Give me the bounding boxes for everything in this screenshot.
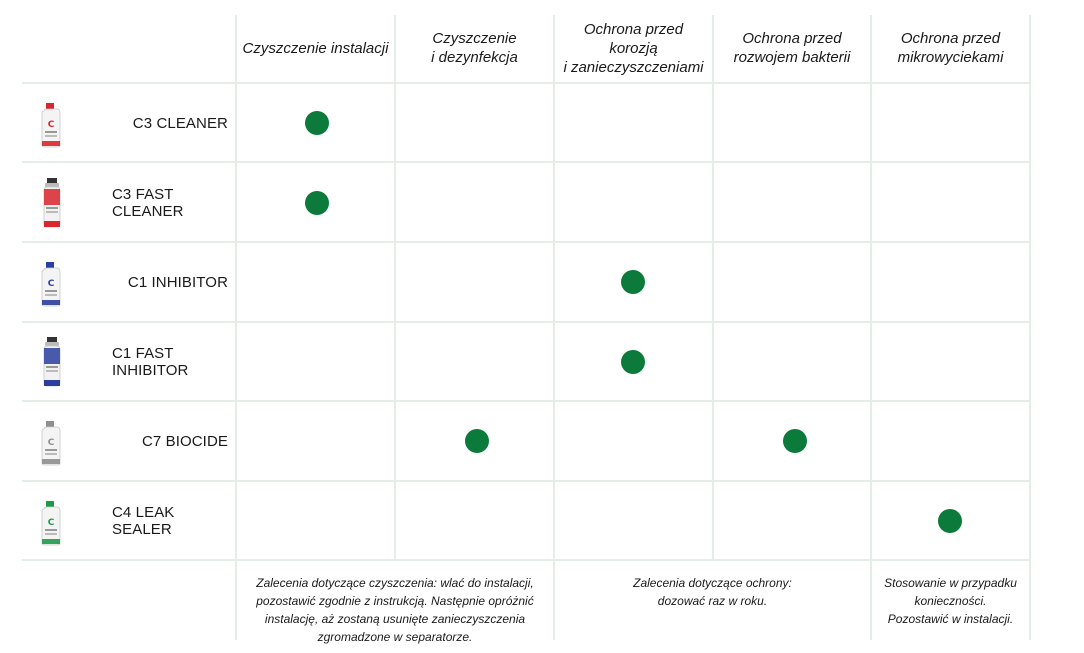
product-name: C7 BIOCIDE (141, 433, 228, 450)
row-divider (22, 400, 1030, 402)
row-divider (22, 559, 1030, 561)
recommended-marker (783, 429, 807, 453)
product-name: C3 FAST CLEANER (112, 186, 184, 220)
row-divider (22, 161, 1030, 163)
column-divider (712, 15, 714, 559)
column-header-corrosion-protection: Ochrona przed korozją i zanieczyszczenia… (563, 20, 704, 76)
table-row: C C7 BIOCIDE (22, 402, 1030, 481)
recommended-marker (621, 270, 645, 294)
table-row: C C4 LEAK SEALER (22, 482, 1030, 561)
svg-text:C: C (48, 518, 55, 528)
column-divider (553, 15, 555, 640)
column-divider (235, 15, 237, 640)
column-header-microleak-protection: Ochrona przed mikrowyciekami (897, 30, 1004, 66)
recommended-marker (621, 349, 645, 374)
svg-text:C: C (48, 438, 55, 448)
product-name: C3 CLEANER (132, 115, 228, 132)
column-header-cleaning: Czyszczenie instalacji (242, 39, 389, 57)
row-divider (22, 321, 1030, 323)
table-row: C1 FAST INHIBITOR (22, 323, 1030, 402)
red-bottle-icon: C (38, 97, 66, 149)
blue-aerosol-icon (38, 336, 66, 388)
column-divider (870, 15, 872, 640)
column-header-bacteria-protection: Ochrona przed rozwojem bakterii (733, 30, 851, 66)
green-bottle-icon: C (38, 495, 66, 547)
recommended-marker (938, 508, 962, 533)
table-row: C C1 INHIBITOR (22, 243, 1030, 322)
table-row: C C3 CLEANER (22, 84, 1030, 163)
note-protection: Zalecenia dotyczące ochrony: dozować raz… (633, 576, 792, 608)
recommended-marker (305, 190, 329, 215)
row-divider (22, 241, 1030, 243)
product-name: C4 LEAK SEALER (112, 504, 175, 538)
note-cleaning: Zalecenia dotyczące czyszczenia: wlać do… (256, 576, 534, 644)
svg-text:C: C (48, 279, 55, 289)
column-header-cleaning-disinfection: Czyszczenie i dezynfekcja (431, 30, 518, 66)
product-name: C1 INHIBITOR (127, 274, 228, 291)
row-divider (22, 480, 1030, 482)
grey-bottle-icon: C (38, 415, 66, 467)
recommended-marker (305, 111, 329, 135)
column-divider (394, 15, 396, 559)
blue-bottle-icon: C (38, 256, 66, 308)
column-divider (1029, 15, 1031, 640)
product-name: C1 FAST INHIBITOR (112, 345, 189, 379)
note-sealer: Stosowanie w przypadku konieczności. Poz… (884, 576, 1017, 626)
svg-text:C: C (48, 120, 55, 130)
table-row: C3 FAST CLEANER (22, 164, 1030, 243)
row-divider (22, 82, 1030, 84)
recommended-marker (465, 429, 489, 453)
red-aerosol-icon (38, 177, 66, 229)
